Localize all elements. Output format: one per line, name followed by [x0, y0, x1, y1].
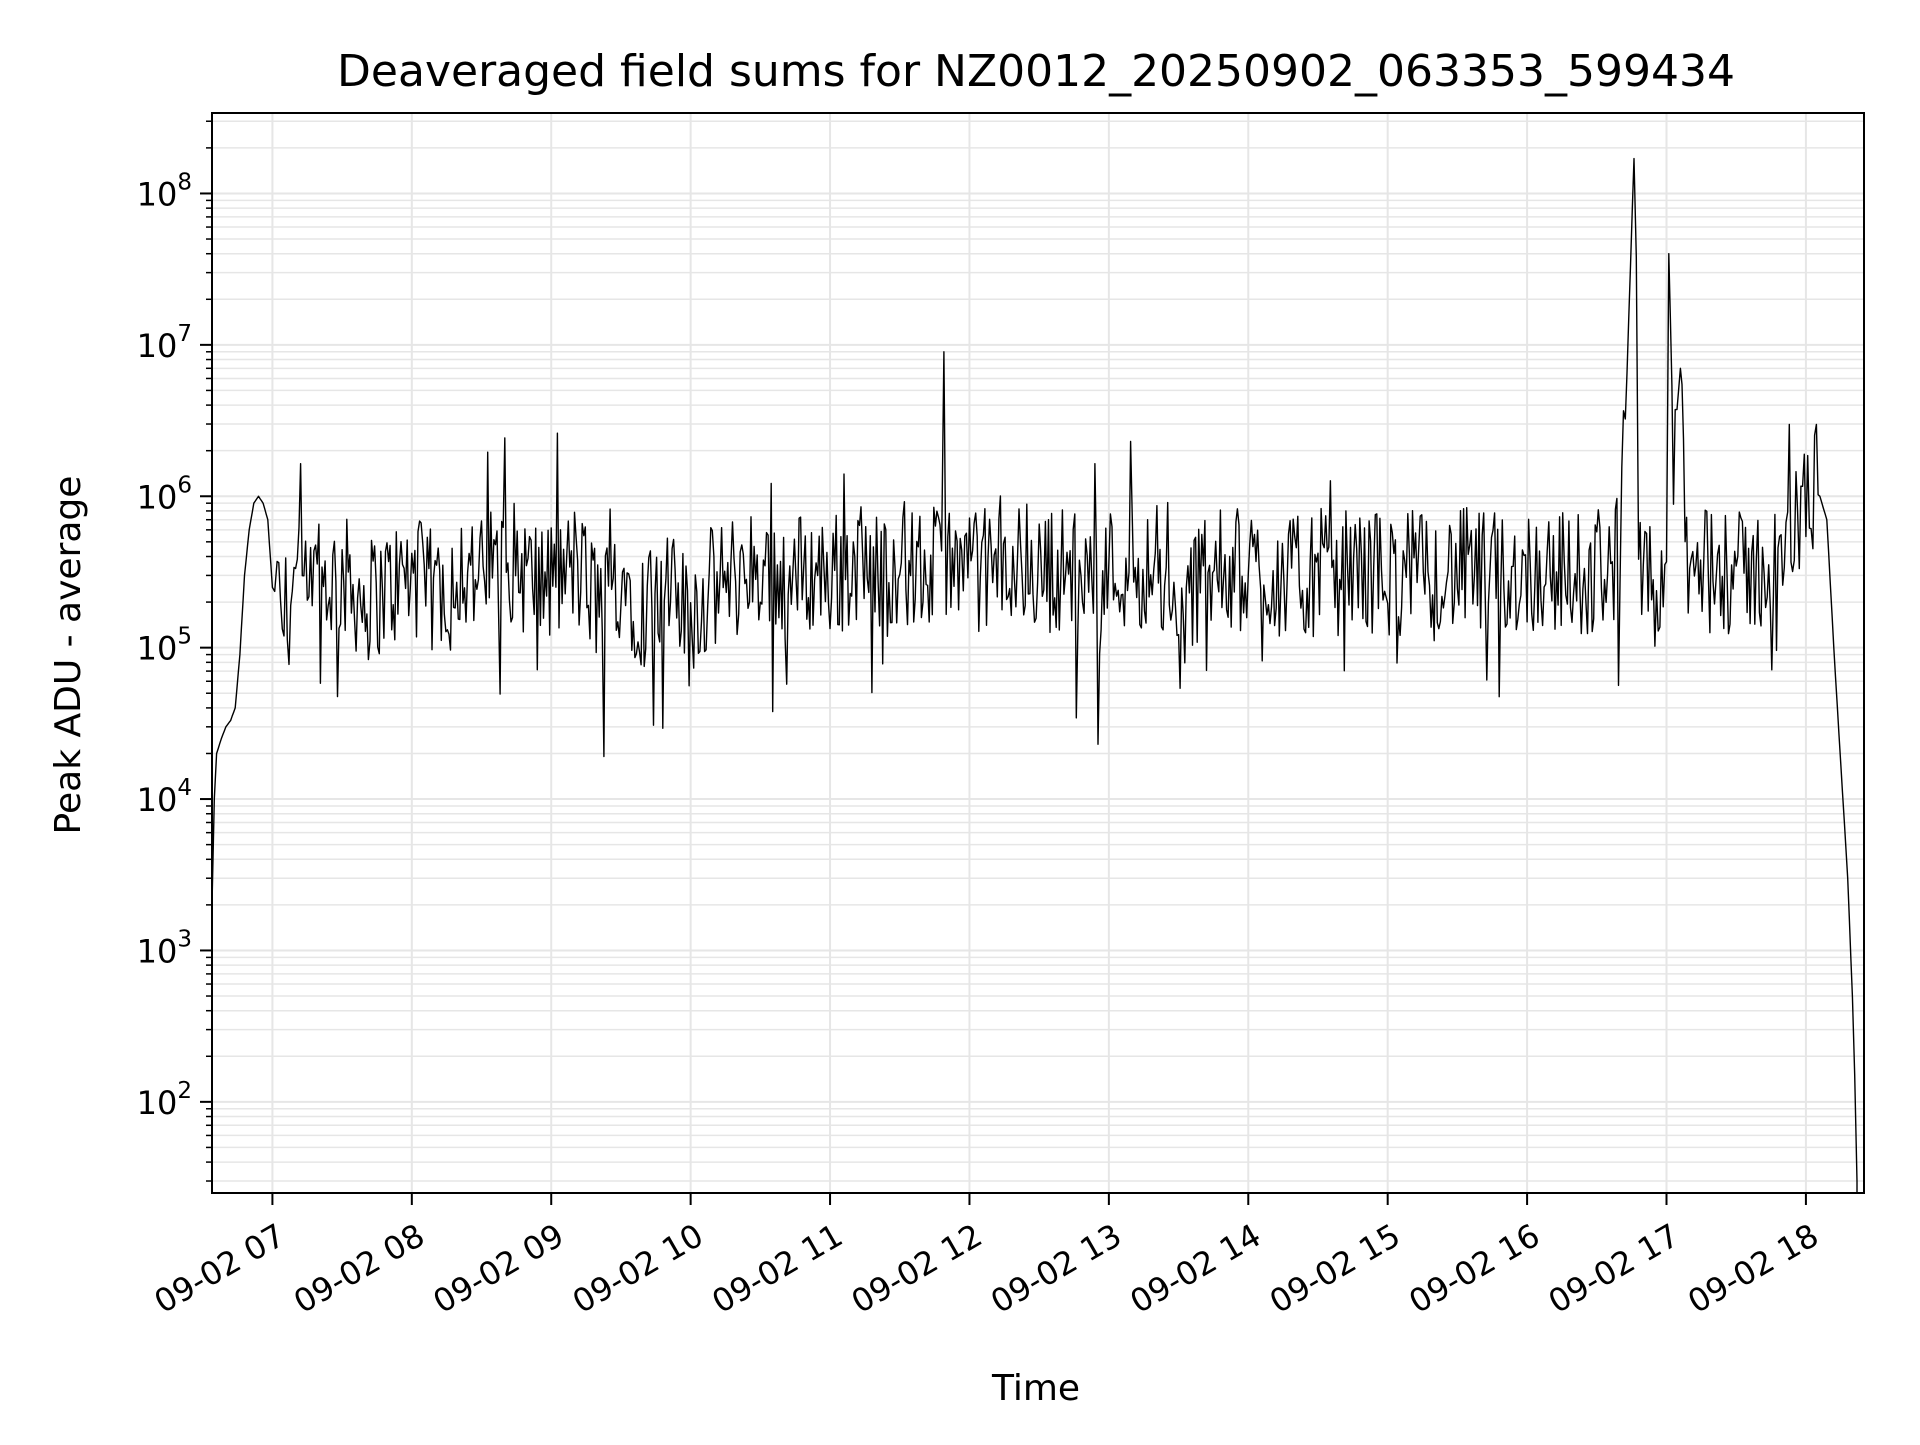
- y-tick-exponent: 3: [177, 926, 192, 952]
- y-tick-label: 104: [137, 775, 192, 819]
- y-tick-label: 103: [137, 926, 192, 970]
- y-tick-base: 10: [137, 630, 178, 668]
- y-tick-label: 106: [137, 472, 192, 516]
- y-tick-base: 10: [137, 932, 178, 970]
- y-tick-exponent: 8: [177, 169, 192, 195]
- chart-title: Deaveraged field sums for NZ0012_2025090…: [337, 46, 1735, 97]
- y-tick-exponent: 6: [177, 472, 192, 498]
- y-tick-exponent: 5: [177, 624, 192, 650]
- grid: [212, 113, 1864, 1193]
- y-tick-label: 102: [137, 1078, 192, 1122]
- y-tick-base: 10: [137, 175, 178, 213]
- y-tick-exponent: 2: [177, 1078, 192, 1104]
- y-tick-exponent: 7: [177, 321, 192, 347]
- y-tick-base: 10: [137, 1084, 178, 1122]
- y-tick-base: 10: [137, 327, 178, 365]
- x-axis-label: Time: [991, 1368, 1080, 1409]
- y-tick-label: 105: [137, 624, 192, 668]
- y-tick-exponent: 4: [177, 775, 192, 801]
- y-tick-base: 10: [137, 781, 178, 819]
- y-tick-label: 107: [137, 321, 192, 365]
- y-axis-label: Peak ADU - average: [48, 476, 89, 835]
- y-tick-base: 10: [137, 478, 178, 516]
- series-layer: [211, 157, 1858, 1193]
- y-tick-label: 108: [137, 169, 192, 213]
- plot-frame: [211, 112, 1865, 1194]
- series-line: [211, 157, 1858, 1193]
